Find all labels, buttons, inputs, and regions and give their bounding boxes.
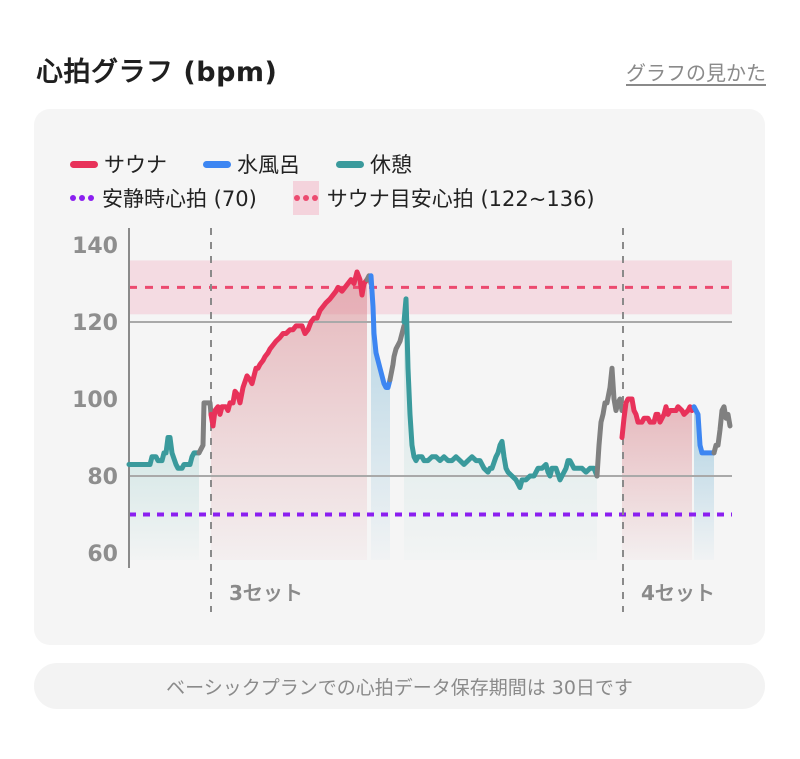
y-tick-label: 120 bbox=[72, 311, 118, 336]
legend-label: サウナ目安心拍 (122~136) bbox=[326, 187, 595, 211]
hr-line-cold-bath bbox=[368, 273, 393, 390]
segment-area-fill bbox=[622, 399, 692, 560]
rest-line-swatch-icon bbox=[336, 160, 364, 168]
y-tick-label: 140 bbox=[72, 234, 118, 259]
legend-item-rest: 休憩 bbox=[336, 149, 412, 179]
set-marker-label: 4セット bbox=[641, 581, 715, 605]
hr-line-sauna bbox=[619, 396, 695, 440]
segment-area-fill bbox=[129, 437, 199, 560]
legend-label: サウナ bbox=[104, 153, 167, 177]
hr-line-rest bbox=[126, 435, 202, 471]
y-tick-label: 60 bbox=[87, 542, 118, 567]
dotted-line-swatch-icon bbox=[70, 195, 94, 201]
heart-rate-line-chart: 3セット 4セット 140 120 100 80 60 bbox=[72, 228, 733, 612]
chart-legend: サウナ 水風呂 休憩 安静時心拍 (70) bbox=[70, 147, 631, 215]
hr-line-transition bbox=[594, 365, 625, 479]
segment-area-fill bbox=[371, 275, 390, 560]
legend-label: 休憩 bbox=[370, 153, 412, 177]
legend-label: 水風呂 bbox=[237, 153, 300, 177]
legend-item-sauna: サウナ bbox=[70, 149, 167, 179]
legend-item-sauna-target-hr: サウナ目安心拍 (122~136) bbox=[292, 181, 595, 215]
y-tick-label: 80 bbox=[87, 465, 118, 490]
legend-item-resting-hr: 安静時心拍 (70) bbox=[70, 183, 257, 213]
hr-line-sauna bbox=[208, 269, 370, 429]
legend-label: 安静時心拍 (70) bbox=[102, 187, 257, 211]
hr-line-transition bbox=[387, 323, 407, 383]
legend-item-cold-bath: 水風呂 bbox=[203, 149, 300, 179]
target-band-swatch-icon bbox=[292, 181, 319, 215]
segment-area-fill bbox=[211, 271, 367, 560]
segment-area-fill bbox=[404, 298, 597, 560]
graph-guide-link[interactable]: グラフの見かた bbox=[626, 61, 766, 85]
sauna-line-swatch-icon bbox=[70, 160, 98, 168]
set-marker-label: 3セット bbox=[229, 581, 303, 605]
cold-bath-line-swatch-icon bbox=[203, 160, 231, 168]
page-title: 心拍グラフ (bpm) bbox=[36, 57, 278, 88]
hr-line-transition bbox=[711, 404, 733, 456]
hr-line-transition bbox=[196, 400, 214, 456]
hr-line-cold-bath bbox=[691, 404, 717, 456]
storage-period-notice: ベーシックプランでの心拍データ保存期間は 30日です bbox=[34, 663, 765, 709]
hr-line-rest bbox=[401, 296, 600, 491]
y-tick-label: 100 bbox=[72, 388, 118, 413]
